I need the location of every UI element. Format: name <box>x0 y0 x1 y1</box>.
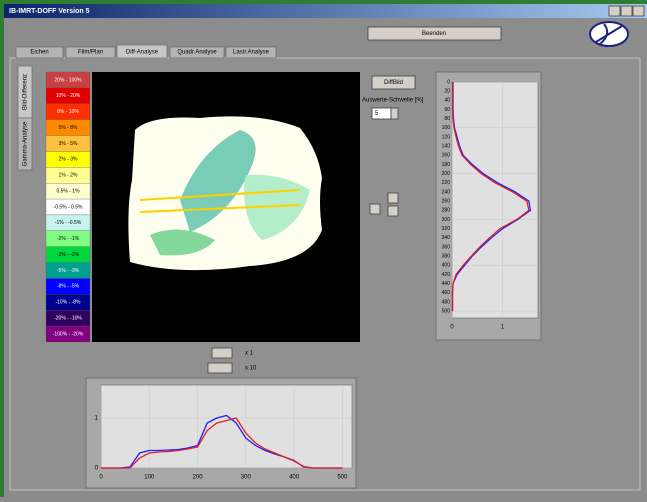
value-tick-label: 0 <box>95 466 99 472</box>
threshold-value: 5 <box>375 111 379 117</box>
profile-line <box>101 417 343 469</box>
tab[interactable] <box>15 46 64 59</box>
position-tick-label: 260 <box>442 198 451 204</box>
position-tick-label: 140 <box>442 143 451 149</box>
legend-label: 20% - 100% <box>54 77 82 83</box>
zoom-label: x 10 <box>245 366 257 372</box>
legend-label: -1% - -0.5% <box>55 220 82 226</box>
legend-label: 0.5% - 1% <box>56 188 80 194</box>
plot-area <box>100 384 353 469</box>
position-tick-label: 400 <box>289 475 300 481</box>
diff-image-button[interactable] <box>371 75 416 90</box>
position-tick-label: 420 <box>442 272 451 278</box>
position-tick-label: 40 <box>444 98 450 104</box>
tab-label: Quadr.Analyse <box>177 50 217 56</box>
window-title: IB-IMRT-DOFF Version 5 <box>9 8 90 15</box>
tab-label: Diff-Analyse <box>126 50 159 56</box>
legend-label: 10% - 20% <box>56 93 81 99</box>
value-tick-label: 0 <box>450 325 454 331</box>
position-tick-label: 440 <box>442 281 451 287</box>
threshold-label: Auswerte-Schwelle [%] <box>362 98 424 104</box>
legend-label: -8% - -5% <box>57 284 80 290</box>
maximize-button[interactable] <box>620 5 633 17</box>
move-up-button[interactable] <box>387 192 399 204</box>
profile-line <box>451 82 530 312</box>
position-tick-label: 180 <box>442 162 451 168</box>
quit-button[interactable] <box>367 26 502 41</box>
position-tick-label: 400 <box>442 263 451 269</box>
position-tick-label: 100 <box>442 125 451 131</box>
tab[interactable] <box>225 46 277 59</box>
value-tick-label: 1 <box>501 325 505 331</box>
position-tick-label: 80 <box>444 116 450 122</box>
plot-area <box>451 81 539 319</box>
position-tick-label: 380 <box>442 253 451 259</box>
tab[interactable] <box>116 44 168 59</box>
move-left-button[interactable] <box>369 203 381 215</box>
legend-label: 1% - 2% <box>59 173 78 179</box>
diff-region <box>139 189 301 213</box>
legend-label: -5% - -3% <box>57 268 80 274</box>
position-tick-label: 120 <box>442 134 451 140</box>
move-down-button[interactable] <box>387 205 399 217</box>
position-tick-label: 500 <box>442 308 451 314</box>
position-tick-label: 340 <box>442 235 451 241</box>
zoom-label: x 1 <box>245 351 254 357</box>
position-tick-label: 0 <box>99 475 103 481</box>
position-tick-label: 240 <box>442 189 451 195</box>
side-tab-label: Bild-Differenz <box>23 74 29 110</box>
position-tick-label: 360 <box>442 244 451 250</box>
logo-mark <box>595 23 623 45</box>
title-bar <box>4 4 647 18</box>
threshold-spinner[interactable] <box>390 107 399 120</box>
position-tick-label: 60 <box>444 107 450 113</box>
side-tab-label: Gamma-Analyse <box>23 121 29 166</box>
legend-label: 2% - 3% <box>59 157 78 163</box>
position-tick-label: 480 <box>442 299 451 305</box>
position-tick-label: 100 <box>144 475 155 481</box>
diff-region <box>180 130 256 232</box>
position-tick-label: 20 <box>444 88 450 94</box>
tab-label: Film/Plan <box>78 50 103 56</box>
tab[interactable] <box>169 46 225 59</box>
quit-label: Beenden <box>422 31 446 37</box>
zoom-1-button[interactable] <box>211 347 233 359</box>
legend-label: 8% - 10% <box>57 109 79 115</box>
diff-image-label: DiffBild <box>384 80 403 86</box>
position-tick-label: 280 <box>442 208 451 214</box>
legend-swatch <box>45 325 91 343</box>
legend-label: -0.5% - 0.5% <box>54 204 83 210</box>
legend-label: -10% - -8% <box>55 300 81 306</box>
position-tick-label: 200 <box>193 475 204 481</box>
position-tick-label: 320 <box>442 226 451 232</box>
position-tick-label: 300 <box>442 217 451 223</box>
position-tick-label: 220 <box>442 180 451 186</box>
position-tick-label: 160 <box>442 153 451 159</box>
legend-label: 3% - 5% <box>59 141 78 147</box>
side-tab[interactable] <box>17 117 33 171</box>
legend-label: -20% - -10% <box>54 316 82 322</box>
close-button[interactable] <box>632 5 645 17</box>
minimize-button[interactable] <box>608 5 621 17</box>
legend-label: 5% - 8% <box>59 125 78 131</box>
position-tick-label: 300 <box>241 475 252 481</box>
legend-label: -3% - -2% <box>57 252 80 258</box>
value-tick-label: 1 <box>95 416 99 422</box>
zoom-10-button[interactable] <box>207 362 233 374</box>
legend-label: -2% - -1% <box>57 236 80 242</box>
position-tick-label: 200 <box>442 171 451 177</box>
diff-region <box>150 229 215 256</box>
position-tick-label: 460 <box>442 290 451 296</box>
tab[interactable] <box>65 46 116 59</box>
position-tick-label: 500 <box>337 475 348 481</box>
tab-label: Eichen <box>30 50 48 56</box>
tab-label: Lastr.Analyse <box>233 50 270 56</box>
position-tick-label: 0 <box>447 79 450 85</box>
legend-label: -100% - -20% <box>53 331 84 337</box>
